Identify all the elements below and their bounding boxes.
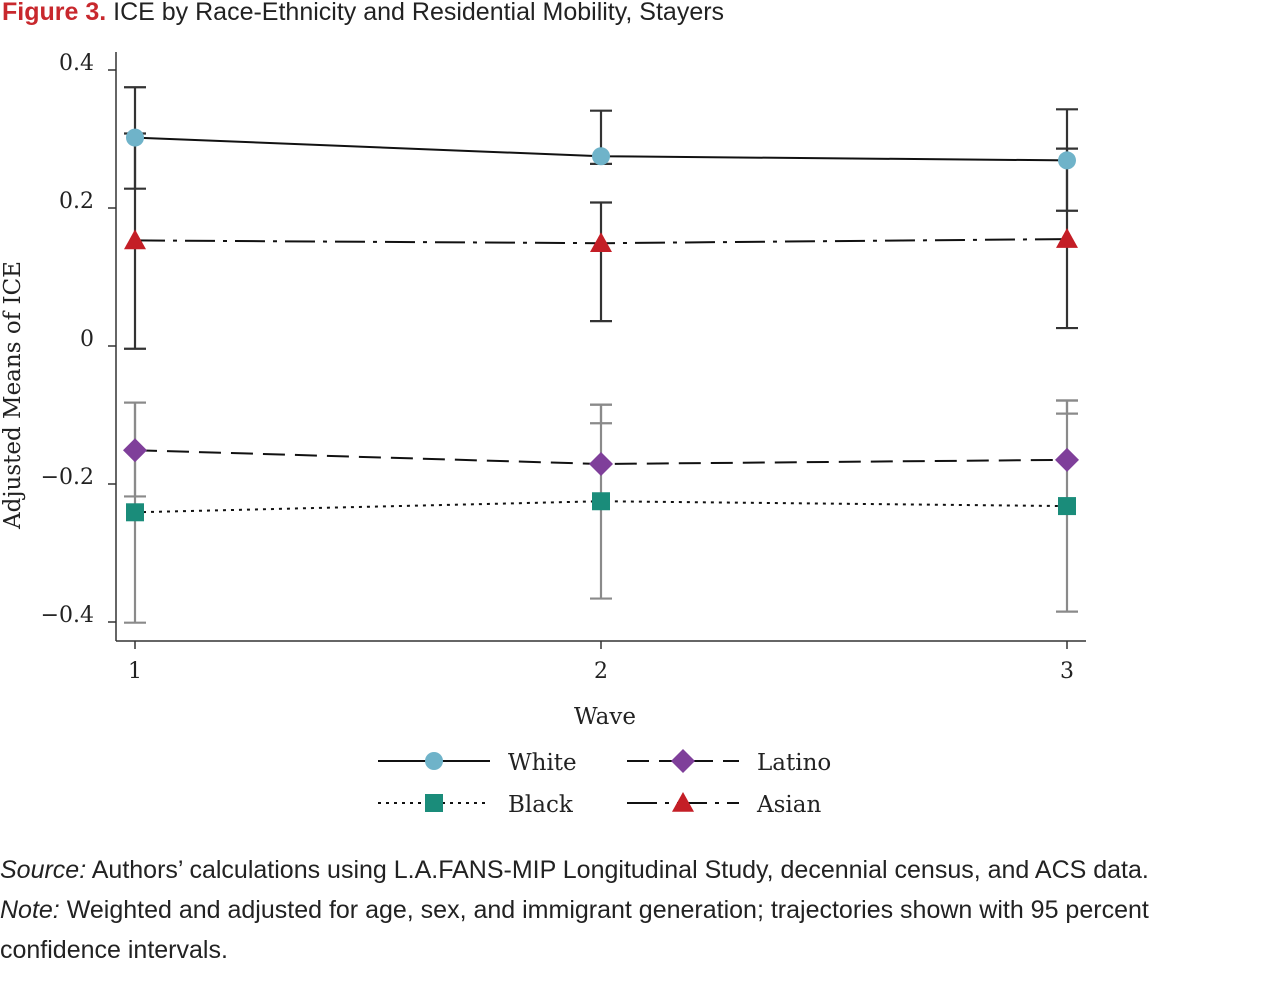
y-tick-label: −0.4 — [41, 603, 94, 628]
y-tick-label: 0.4 — [59, 51, 94, 76]
legend-label-latino: Latino — [757, 750, 831, 776]
data-point-black — [1058, 497, 1076, 516]
ice-line-chart: 0.4 0.2 0 −0.2 −0.4 1 2 3 Wave Adjusted Means of … — [0, 51, 1086, 818]
source-text: Authors’ calculations using L.A.FANS-MIP… — [86, 856, 1149, 884]
series-markers — [123, 128, 1079, 522]
data-point-latino — [123, 438, 147, 463]
data-point-latino — [1055, 447, 1079, 472]
figure-label: Figure 3. — [2, 0, 107, 26]
data-point-white — [126, 128, 144, 147]
error-bars — [124, 86, 1078, 624]
x-tick-label: 3 — [1060, 659, 1074, 684]
x-tick-label: 2 — [594, 659, 608, 684]
legend-marker-white — [425, 752, 443, 770]
figure-title: Figure 3. ICE by Race-Ethnicity and Resi… — [2, 0, 724, 27]
legend-label-asian: Asian — [756, 792, 821, 818]
legend-label-white: White — [508, 750, 577, 776]
source-label: Source: — [0, 856, 87, 884]
data-point-asian — [590, 232, 612, 252]
legend-label-black: Black — [508, 792, 574, 818]
figure-notes: Source: Authors’ calculations using L.A.… — [0, 850, 1275, 970]
legend-marker-black — [425, 794, 443, 812]
legend-marker-latino — [671, 749, 695, 773]
x-tick-label: 1 — [128, 659, 142, 684]
data-point-asian — [124, 229, 146, 250]
data-point-asian — [1056, 228, 1078, 248]
note-text: Weighted and adjusted for age, sex, and … — [0, 896, 1149, 964]
source-note: Source: Authors’ calculations using L.A.… — [0, 850, 1275, 890]
y-tick-label: 0 — [80, 327, 94, 352]
data-point-black — [126, 503, 144, 522]
y-tick-label: 0.2 — [59, 189, 94, 214]
x-axis-label: Wave — [574, 704, 636, 730]
data-point-white — [1058, 151, 1076, 170]
chart-axes: 0.4 0.2 0 −0.2 −0.4 1 2 3 Wave Adjusted Means of … — [0, 51, 1086, 730]
note-note: Note: Weighted and adjusted for age, sex… — [0, 890, 1275, 970]
y-tick-label: −0.2 — [41, 465, 94, 490]
data-point-white — [592, 147, 610, 166]
y-axis-label: Adjusted Means of ICE — [0, 261, 26, 530]
note-label: Note: — [0, 896, 60, 924]
data-point-black — [592, 492, 610, 511]
figure-title-text: ICE by Race-Ethnicity and Residential Mo… — [113, 0, 725, 26]
legend-marker-asian — [672, 792, 694, 812]
chart-legend: White Latino Black Asian — [378, 749, 831, 818]
data-point-latino — [589, 451, 613, 476]
